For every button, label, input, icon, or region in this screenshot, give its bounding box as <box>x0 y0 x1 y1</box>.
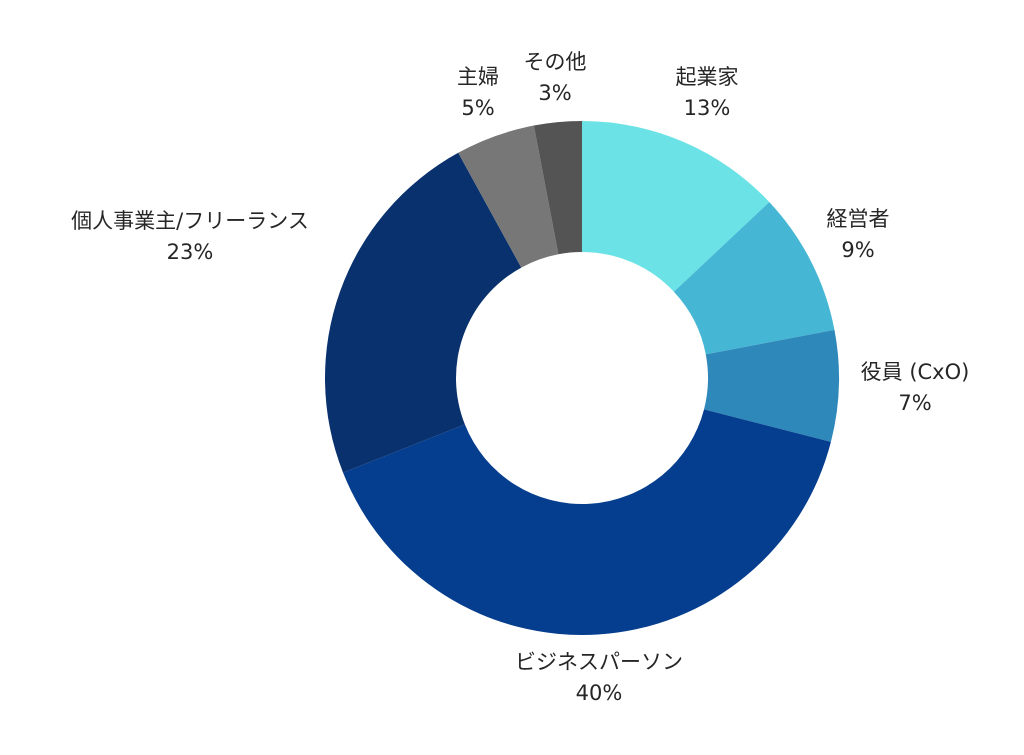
donut-slice-2 <box>704 329 839 442</box>
donut-slice-3 <box>343 409 831 635</box>
label-housewife-name: 主婦 <box>457 65 499 89</box>
label-other: その他 3% <box>524 47 587 109</box>
label-manager-value: 9% <box>841 238 875 262</box>
label-other-value: 3% <box>538 81 572 105</box>
label-freelance: 個人事業主/フリーランス 23% <box>71 206 309 268</box>
label-freelance-name: 個人事業主/フリーランス <box>71 209 309 233</box>
label-executive-value: 7% <box>898 391 932 415</box>
label-executive: 役員 (CxO) 7% <box>861 357 970 419</box>
label-entrepreneur: 起業家 13% <box>676 62 739 124</box>
label-manager: 経営者 9% <box>827 204 890 266</box>
label-entrepreneur-name: 起業家 <box>675 65 739 89</box>
donut-slice-0 <box>582 121 770 292</box>
label-business-person: ビジネスパーソン 40% <box>515 647 683 709</box>
donut-slice-6 <box>533 121 582 255</box>
label-entrepreneur-value: 13% <box>683 96 731 120</box>
donut-slice-5 <box>458 125 559 268</box>
label-manager-name: 経営者 <box>826 207 890 231</box>
label-freelance-value: 23% <box>166 240 214 264</box>
label-other-name: その他 <box>523 50 587 74</box>
label-executive-name: 役員 (CxO) <box>860 360 970 384</box>
donut-slice-4 <box>325 152 522 473</box>
label-business-person-name: ビジネスパーソン <box>515 650 683 674</box>
donut-slice-1 <box>673 202 835 355</box>
label-housewife: 主婦 5% <box>457 62 499 124</box>
label-housewife-value: 5% <box>461 96 495 120</box>
label-business-person-value: 40% <box>575 681 623 705</box>
